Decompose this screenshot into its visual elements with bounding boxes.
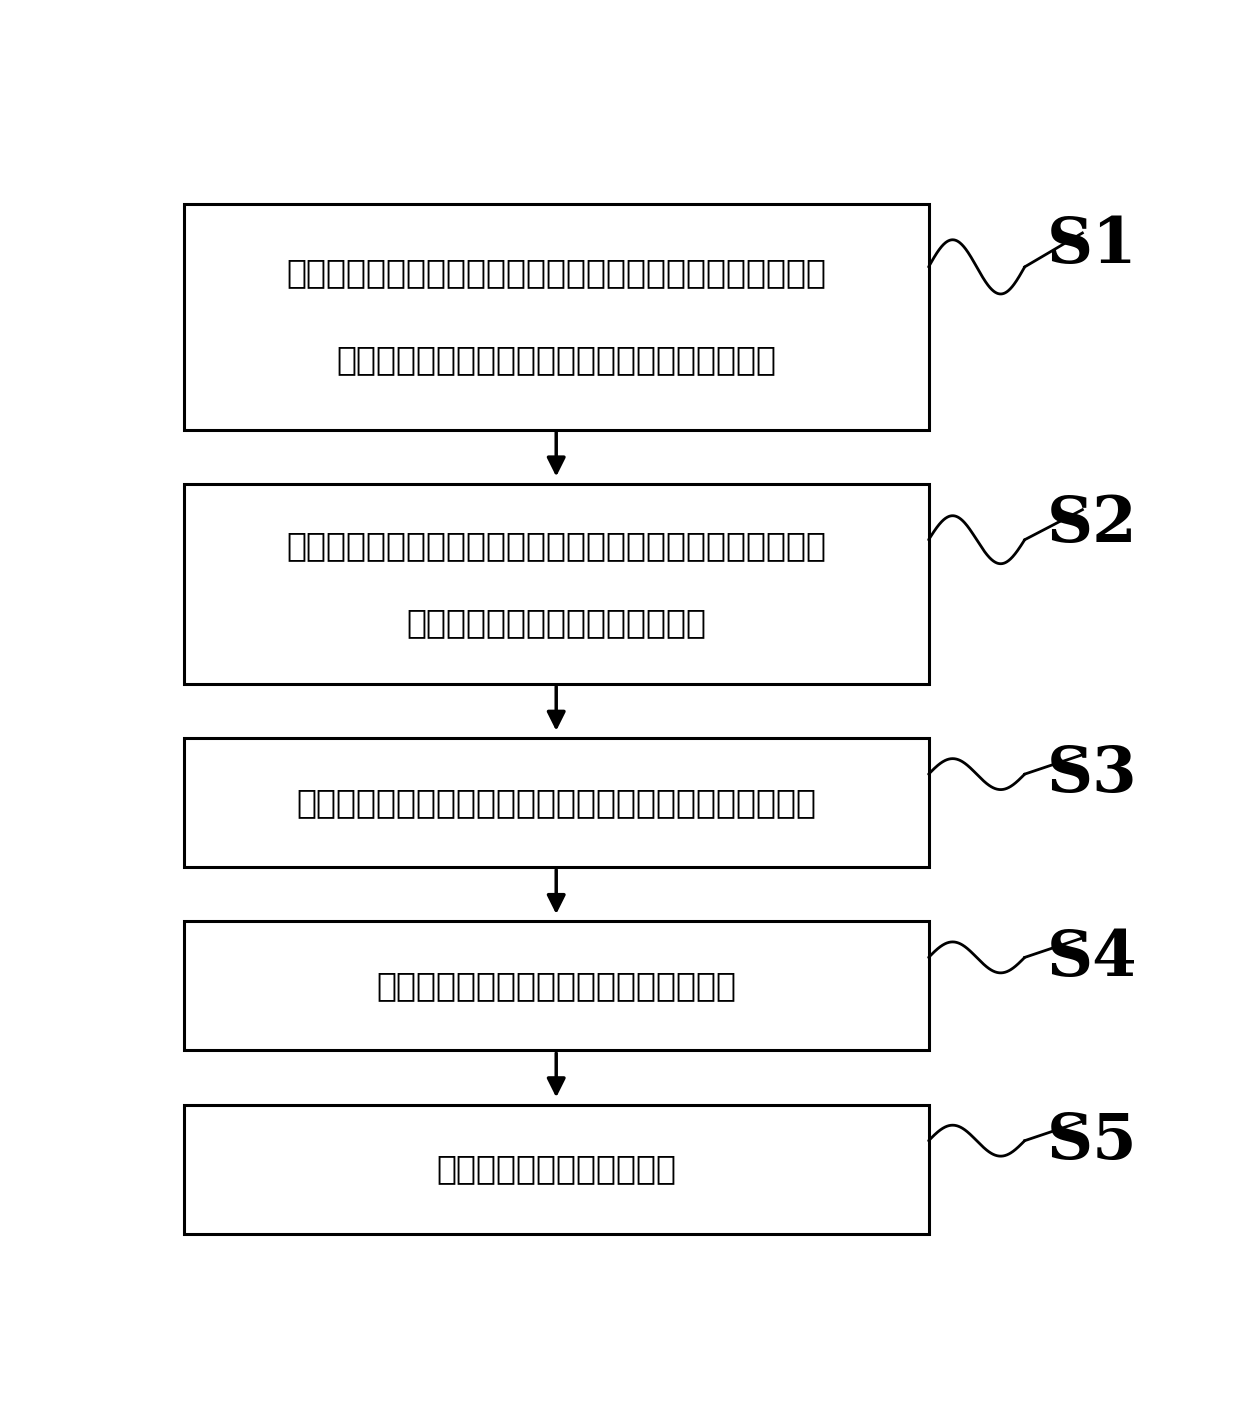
- Text: 根据稀疏向量建立稳健压缩感知优化函数: 根据稀疏向量建立稳健压缩感知优化函数: [376, 969, 737, 1002]
- Text: 设定带扰动的数学模型，该带扰动的数学模型包括带有扰动的: 设定带扰动的数学模型，该带扰动的数学模型包括带有扰动的: [286, 256, 826, 290]
- Bar: [184, 1104, 929, 1234]
- Bar: [184, 203, 929, 430]
- Text: 得到传感矩阵扰动优化模型: 得到传感矩阵扰动优化模型: [436, 1153, 676, 1185]
- Text: 测量矩阵数学模型和带有扰动的稀疏矩阵数学模型: 测量矩阵数学模型和带有扰动的稀疏矩阵数学模型: [336, 343, 776, 377]
- Text: 模型得到传感矩阵的扰动数学模型: 模型得到传感矩阵的扰动数学模型: [407, 606, 707, 639]
- Bar: [184, 484, 929, 684]
- Text: S2: S2: [1047, 494, 1137, 555]
- Text: S5: S5: [1047, 1111, 1137, 1173]
- Text: S3: S3: [1047, 744, 1137, 805]
- Bar: [184, 921, 929, 1050]
- Text: S4: S4: [1047, 928, 1137, 989]
- Bar: [184, 739, 929, 867]
- Text: 根据带有扰动的测量矩阵数学模型和带有扰动的稀疏矩阵数学: 根据带有扰动的测量矩阵数学模型和带有扰动的稀疏矩阵数学: [286, 529, 826, 562]
- Text: 根据传感矩阵的扰动数学模型得到压缩感知的稀疏信号模型: 根据传感矩阵的扰动数学模型得到压缩感知的稀疏信号模型: [296, 785, 816, 820]
- Text: S1: S1: [1047, 215, 1137, 276]
